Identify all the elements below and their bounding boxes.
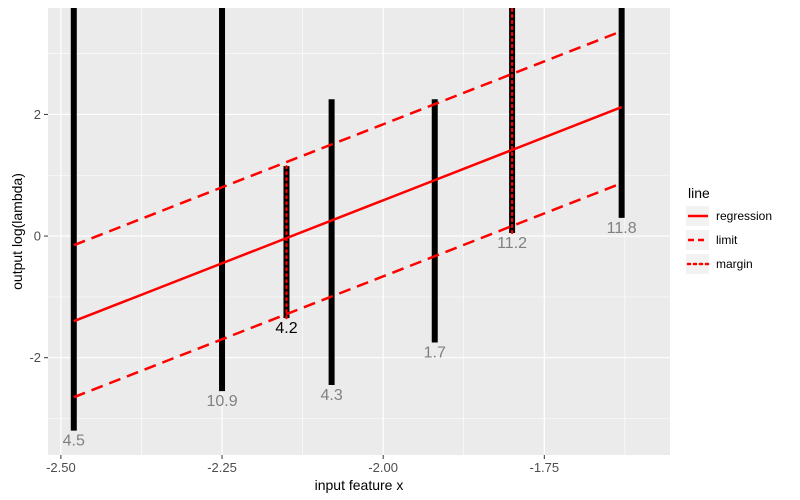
x-axis: -2.50 -2.25 -2.00 -1.75: [46, 455, 559, 475]
lines: [73, 29, 623, 399]
segment-label-7: 11.8: [607, 220, 637, 237]
segment-label-2: 10.9: [206, 393, 237, 410]
x-tick-label: -2.50: [46, 460, 76, 475]
legend-label-margin: margin: [716, 257, 753, 271]
legend-key-3: [686, 254, 709, 274]
line-limit-3: [73, 182, 623, 399]
segment-label-4: 4.3: [320, 387, 342, 404]
legend: line regression limit margin: [686, 185, 772, 274]
line-regression-1: [73, 105, 623, 323]
line-limit-2: [73, 29, 623, 247]
segments: [70, 6, 625, 431]
x-tick-label: -1.75: [529, 460, 559, 475]
x-axis-title: input feature x: [315, 477, 404, 493]
segment-label-5: 1.7: [424, 344, 446, 361]
segment-labels: 4.5 10.9 4.2 4.3 1.7 11.2 11.8: [63, 220, 637, 450]
legend-title: line: [688, 185, 710, 201]
x-tick-label: -2.25: [207, 460, 237, 475]
legend-label-regression: regression: [716, 209, 772, 223]
segment-label-6: 11.2: [497, 235, 527, 252]
plot-panel: [48, 8, 670, 455]
y-tick-label: 2: [34, 107, 41, 122]
y-tick-label: 0: [34, 229, 41, 244]
x-tick-label: -2.00: [368, 460, 398, 475]
legend-label-limit: limit: [716, 233, 738, 247]
y-axis: -2 0 2: [29, 107, 48, 365]
y-tick-label: -2: [29, 350, 41, 365]
legend-key-2: [686, 230, 709, 250]
segment-label-3: 4.2: [275, 320, 297, 337]
segment-label-1: 4.5: [63, 433, 85, 450]
y-axis-title: output log(lambda): [9, 173, 25, 290]
